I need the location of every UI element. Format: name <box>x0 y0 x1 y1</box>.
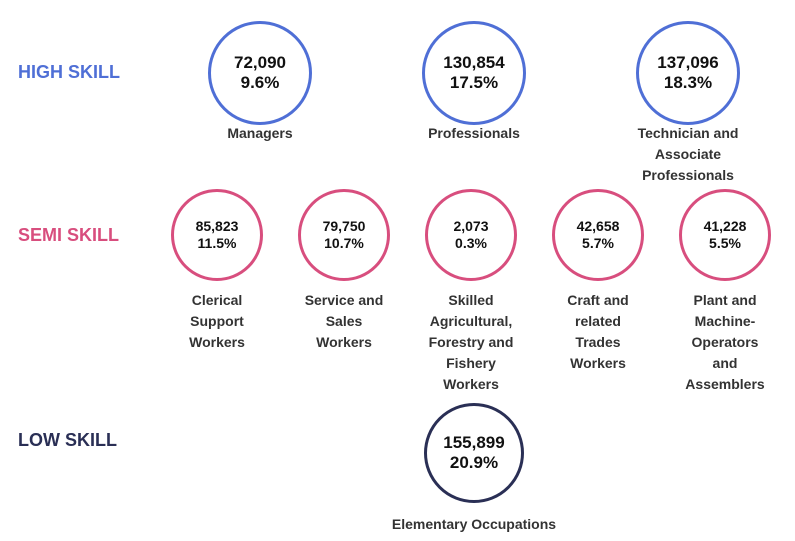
count: 42,658 <box>576 218 620 235</box>
name-line: Workers <box>570 355 626 371</box>
occupation-name: Plant and Machine- Operators and Assemblers <box>665 290 785 395</box>
name-line: Sales <box>325 313 363 329</box>
name-line: and <box>712 355 738 371</box>
count: 79,750 <box>322 218 366 235</box>
occupation-name: Elementary Occupations <box>354 514 594 535</box>
count: 155,899 <box>443 432 505 452</box>
name-line: Agricultural, <box>429 313 513 329</box>
name-line: Service and <box>304 292 384 308</box>
percent: 5.5% <box>709 235 741 251</box>
occupation-name: Service and Sales Workers <box>284 290 404 353</box>
occupation-name: Skilled Agricultural, Forestry and Fishery W… <box>411 290 531 395</box>
percent: 17.5% <box>449 73 499 92</box>
circle: 41,228 5.5% <box>679 189 771 281</box>
name-line: Skilled <box>448 292 494 308</box>
name-line: Fishery <box>446 355 496 371</box>
circle: 137,096 18.3% <box>636 21 740 125</box>
circle: 85,823 11.5% <box>171 189 263 281</box>
count: 85,823 <box>195 218 239 235</box>
count: 72,090 <box>234 52 286 72</box>
percent: 18.3% <box>663 73 713 92</box>
name-line: Clerical <box>191 292 243 308</box>
name-line: Assemblers <box>685 376 765 392</box>
percent: 9.6% <box>240 73 280 92</box>
name-line: related <box>575 313 621 329</box>
group-label: HIGH SKILL <box>18 62 120 82</box>
name-line: Workers <box>189 334 245 350</box>
occupation-name: Professionals <box>394 123 554 144</box>
name-line: Forestry and <box>428 334 514 350</box>
count: 41,228 <box>703 218 747 235</box>
percent: 0.3% <box>455 235 487 251</box>
name-line: Operators <box>691 334 759 350</box>
occupation-name: Technician and Associate Professionals <box>608 123 768 186</box>
name-line: Professionals <box>642 167 734 183</box>
name-line: Plant and <box>693 292 757 308</box>
name-line: Associate <box>654 146 722 162</box>
count: 2,073 <box>453 218 489 235</box>
circle: 2,073 0.3% <box>425 189 517 281</box>
name-line: Trades <box>575 334 621 350</box>
name-line: Craft and <box>567 292 629 308</box>
count: 130,854 <box>443 52 505 72</box>
name-line: Workers <box>316 334 372 350</box>
percent: 11.5% <box>197 235 237 251</box>
percent: 20.9% <box>449 453 499 472</box>
percent: 5.7% <box>582 235 614 251</box>
name-line: Machine- <box>694 313 756 329</box>
occupation-name: Clerical Support Workers <box>157 290 277 353</box>
circle: 72,090 9.6% <box>208 21 312 125</box>
name-line: Elementary Occupations <box>391 516 557 532</box>
percent: 10.7% <box>324 235 364 251</box>
group-label: LOW SKILL <box>18 430 117 450</box>
name-line: Workers <box>443 376 499 392</box>
name-line: Support <box>190 313 244 329</box>
count: 137,096 <box>657 52 719 72</box>
circle: 42,658 5.7% <box>552 189 644 281</box>
circle: 155,899 20.9% <box>424 403 524 503</box>
occupation-name: Craft and related Trades Workers <box>538 290 658 374</box>
group-label: SEMI SKILL <box>18 225 120 245</box>
name-line: Technician and <box>637 125 739 141</box>
name-line: Managers <box>227 125 293 141</box>
circle: 130,854 17.5% <box>422 21 526 125</box>
circle: 79,750 10.7% <box>298 189 390 281</box>
occupation-name: Managers <box>180 123 340 144</box>
name-line: Professionals <box>428 125 520 141</box>
